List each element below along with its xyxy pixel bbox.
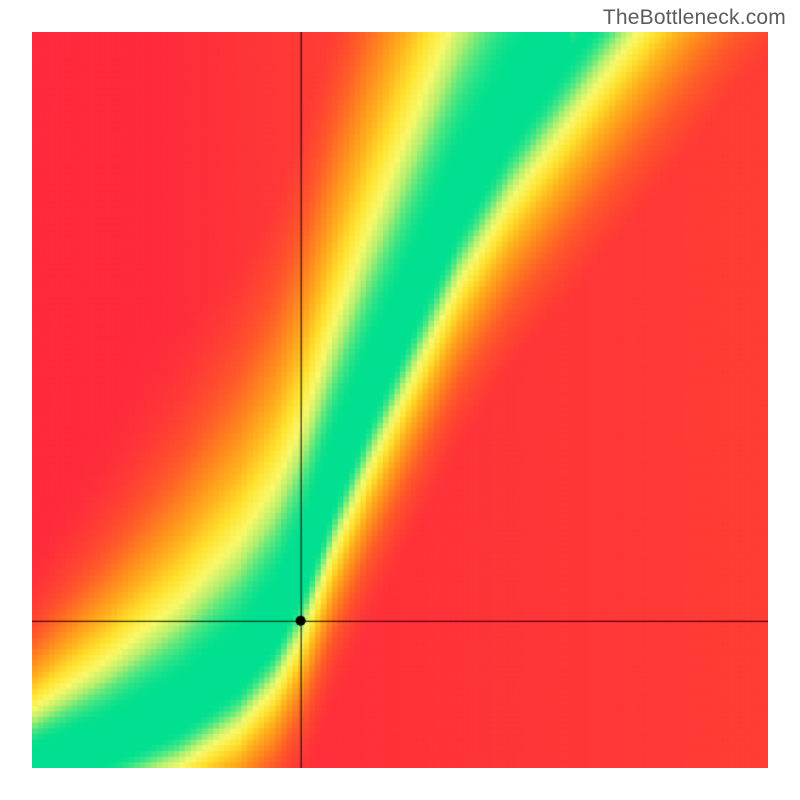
watermark-text: TheBottleneck.com	[603, 6, 786, 30]
plot-area	[32, 32, 768, 768]
heatmap-canvas	[32, 32, 768, 768]
chart-container: { "watermark": { "text": "TheBottleneck.…	[0, 0, 800, 800]
